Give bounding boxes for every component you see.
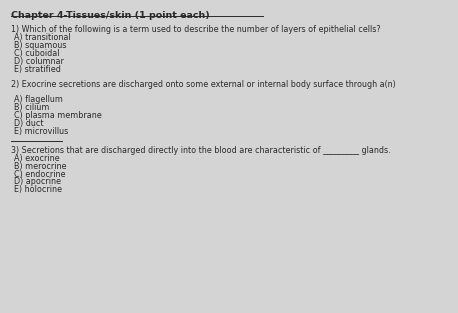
Text: C) plasma membrane: C) plasma membrane	[14, 111, 102, 120]
Text: 2) Exocrine secretions are discharged onto some external or internal body surfac: 2) Exocrine secretions are discharged on…	[11, 80, 396, 89]
Text: A) flagellum: A) flagellum	[14, 95, 63, 105]
Text: D) apocrine: D) apocrine	[14, 177, 61, 187]
Text: D) duct: D) duct	[14, 119, 43, 128]
Text: A) exocrine: A) exocrine	[14, 154, 60, 163]
Text: E) microvillus: E) microvillus	[14, 127, 68, 136]
Text: C) cuboidal: C) cuboidal	[14, 49, 59, 58]
Text: E) stratified: E) stratified	[14, 65, 60, 74]
Text: B) squamous: B) squamous	[14, 41, 66, 50]
Text: 3) Secretions that are discharged directly into the blood are characteristic of : 3) Secretions that are discharged direct…	[11, 146, 391, 155]
Text: 1) Which of the following is a term used to describe the number of layers of epi: 1) Which of the following is a term used…	[11, 25, 381, 34]
Text: A) transitional: A) transitional	[14, 33, 71, 43]
Text: C) endocrine: C) endocrine	[14, 170, 65, 179]
Text: D) columnar: D) columnar	[14, 57, 64, 66]
Text: B) cilium: B) cilium	[14, 103, 49, 112]
Text: E) holocrine: E) holocrine	[14, 185, 62, 194]
Text: Chapter 4-Tissues/skin (1 point each): Chapter 4-Tissues/skin (1 point each)	[11, 11, 210, 20]
Text: B) merocrine: B) merocrine	[14, 162, 66, 171]
